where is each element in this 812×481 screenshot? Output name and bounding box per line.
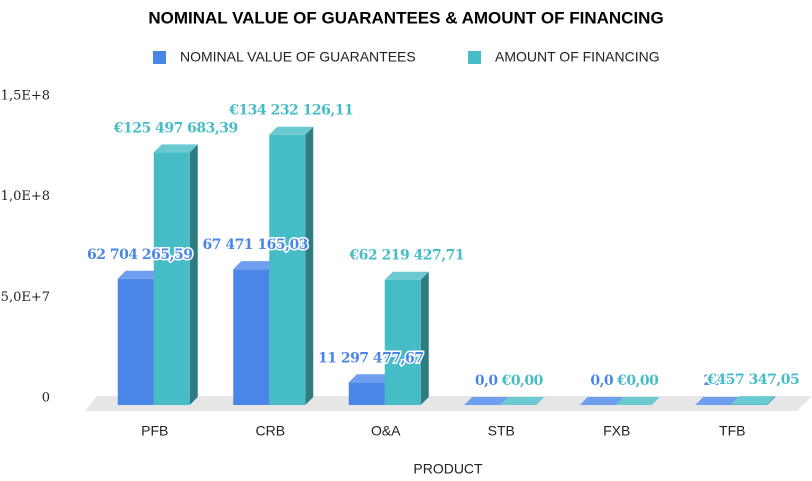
- bar: [731, 404, 768, 405]
- x-tick-label: STB: [488, 423, 515, 439]
- bar-side: [305, 126, 314, 406]
- data-label: €62 219 427,71: [348, 248, 464, 264]
- bar-top: [500, 397, 545, 405]
- y-tick-label: 5,0E+7: [1, 290, 50, 305]
- bar: [384, 279, 421, 405]
- data-label: 228: [703, 373, 731, 389]
- bar-top: [731, 396, 776, 405]
- x-tick-label: TFB: [719, 423, 745, 439]
- data-label: €125 497 683,39: [113, 120, 238, 136]
- bar-top: [117, 270, 162, 279]
- data-label: 62 704 265,59: [87, 247, 193, 263]
- bar-top: [269, 126, 314, 135]
- chart-title: NOMINAL VALUE OF GUARANTEES & AMOUNT OF …: [148, 8, 663, 27]
- data-label: 11 297 477,67: [318, 350, 424, 366]
- x-tick-label: FXB: [603, 423, 630, 439]
- bar-top: [153, 144, 198, 153]
- data-label: €134 232 126,11: [228, 103, 353, 119]
- data-label: €0,00: [501, 373, 544, 389]
- bar-top: [384, 271, 429, 280]
- bar-top: [615, 397, 660, 405]
- x-tick-label: CRB: [255, 423, 285, 439]
- bar-top: [348, 374, 393, 383]
- bar-top: [464, 397, 509, 405]
- y-tick-label: 1,5E+8: [1, 89, 50, 104]
- bar-side: [420, 271, 429, 405]
- data-label: 0,0: [475, 373, 499, 389]
- bar: [233, 269, 270, 405]
- x-axis-label: PRODUCT: [413, 461, 483, 477]
- bar: [348, 382, 385, 405]
- bar-side: [767, 396, 776, 405]
- bar-top: [695, 396, 740, 405]
- data-label: €457 347,05: [706, 372, 799, 388]
- y-tick-label: 0: [42, 391, 50, 406]
- data-label: 0,0: [590, 373, 614, 389]
- legend-label: AMOUNT OF FINANCING: [495, 49, 660, 65]
- legend-label: NOMINAL VALUE OF GUARANTEES: [180, 49, 416, 65]
- bar: [117, 278, 154, 405]
- legend-swatch: [153, 51, 166, 64]
- bar-top: [233, 261, 278, 270]
- y-tick-label: 1,0E+8: [1, 189, 50, 204]
- x-tick-label: PFB: [141, 423, 168, 439]
- bar-top: [579, 397, 624, 405]
- bar: [153, 152, 190, 405]
- bar: [269, 134, 306, 406]
- data-label: 67 471 165,03: [202, 237, 308, 253]
- data-label: €0,00: [616, 373, 659, 389]
- bar-side: [189, 144, 198, 405]
- x-tick-label: O&A: [371, 423, 401, 439]
- legend-swatch: [468, 51, 481, 64]
